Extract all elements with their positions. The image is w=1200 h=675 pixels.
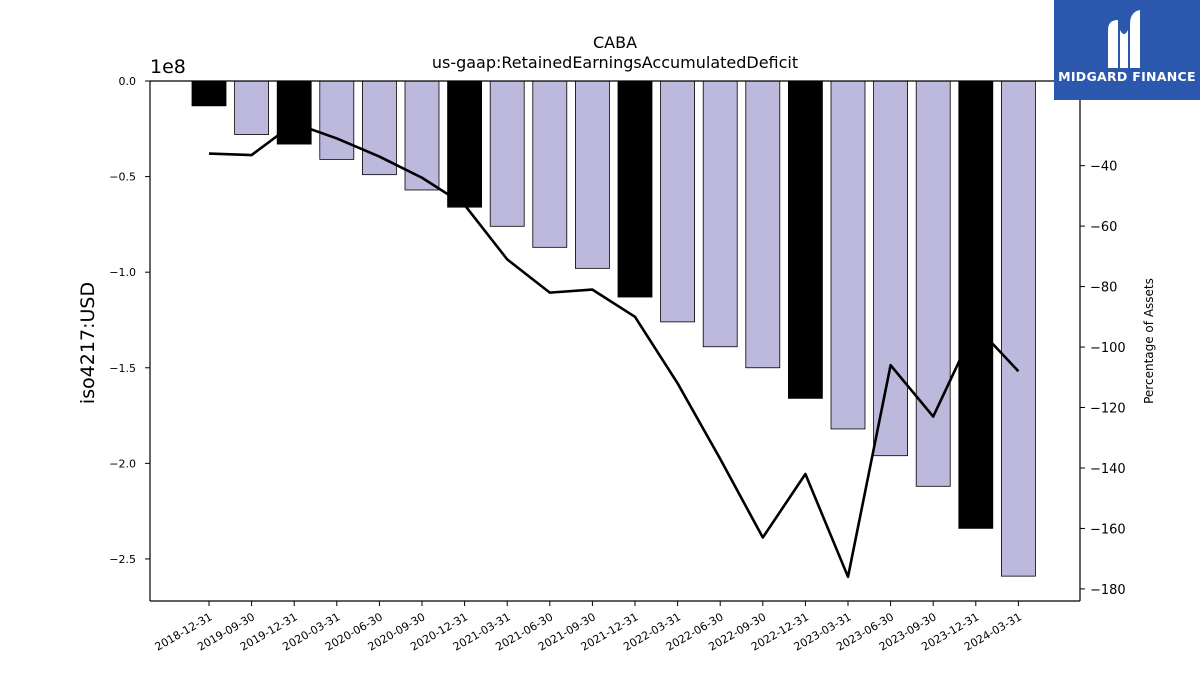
bar xyxy=(361,80,397,176)
y2-tick-label: −100 xyxy=(1090,341,1126,356)
y-tick-label: −1.0 xyxy=(109,266,136,279)
brand-name: MIDGARD FINANCE xyxy=(1058,69,1196,84)
bar xyxy=(489,80,525,227)
y-axis-label: iso4217:USD xyxy=(77,281,99,405)
bar xyxy=(617,80,653,298)
series-line xyxy=(208,122,1020,579)
y2-tick-label: −40 xyxy=(1090,160,1117,175)
y2-tick-label: −140 xyxy=(1090,462,1126,477)
bar xyxy=(575,80,610,269)
y-axis-offset-label: 1e8 xyxy=(150,56,186,78)
bar xyxy=(958,80,994,529)
bar xyxy=(532,80,568,248)
bar xyxy=(788,80,823,399)
bar xyxy=(745,80,781,369)
midgard-m-icon xyxy=(1108,10,1140,68)
bar xyxy=(873,80,908,457)
bar xyxy=(830,80,866,430)
brand-logo: MIDGARD FINANCE xyxy=(1054,0,1200,100)
y2-tick-label: −180 xyxy=(1090,583,1126,598)
bar xyxy=(404,80,440,191)
y-tick-label: −2.0 xyxy=(109,457,136,470)
y2-tick-label: −120 xyxy=(1090,402,1126,417)
y2-tick-label: −60 xyxy=(1090,220,1117,235)
chart-subtitle: us-gaap:RetainedEarningsAccumulatedDefic… xyxy=(431,53,799,72)
y2-axis-label: Percentage of Assets xyxy=(1142,278,1156,404)
bar xyxy=(915,80,951,487)
y2-tick-label: −80 xyxy=(1090,281,1117,296)
y2-tick-label: −160 xyxy=(1090,522,1126,537)
bar xyxy=(319,80,355,160)
y-tick-label: −1.5 xyxy=(109,362,136,375)
bar xyxy=(276,80,312,145)
bar xyxy=(1001,80,1036,577)
y-tick-label: 0.0 xyxy=(119,75,137,88)
bar xyxy=(234,80,270,135)
bar xyxy=(660,80,695,323)
bar xyxy=(702,80,738,348)
y-tick-label: −2.5 xyxy=(109,553,136,566)
y-tick-label: −0.5 xyxy=(109,171,136,184)
chart-title: CABA xyxy=(592,33,638,52)
bar xyxy=(447,80,483,208)
bar xyxy=(191,80,227,107)
